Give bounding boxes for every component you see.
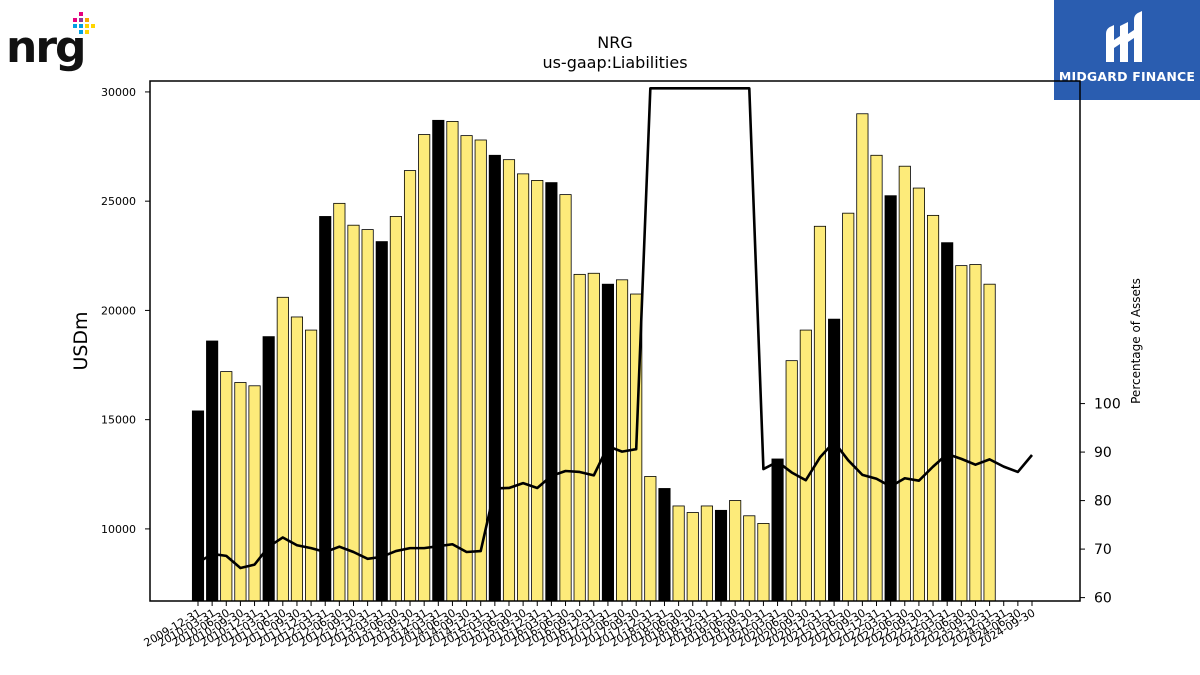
bar-2023-12-31	[983, 283, 996, 602]
nrg-logo: nrg	[4, 8, 104, 72]
bar-2022-06-30	[898, 165, 911, 602]
bar-2022-09-30	[912, 187, 925, 602]
bar-2010-12-31	[248, 385, 261, 602]
bar-2010-03-31	[206, 340, 219, 602]
bar-2015-09-30	[517, 173, 530, 602]
bar-2023-06-30	[955, 265, 968, 602]
bar-2011-03-31	[262, 336, 275, 602]
bar-2011-06-30	[276, 296, 289, 602]
bar-2016-06-30	[559, 194, 572, 602]
plot-frame	[149, 80, 1081, 602]
percent-line-series	[197, 86, 1033, 570]
y2-tick-label: 90	[1094, 445, 1112, 461]
y-axis-label: USDm	[70, 311, 92, 370]
bar-2013-09-30	[403, 170, 417, 602]
bar-2023-09-30	[969, 264, 982, 602]
y2-tick-label: 60	[1094, 591, 1112, 607]
bar-2017-06-30	[616, 279, 629, 602]
bar-2018-09-30	[686, 512, 699, 602]
bar-2019-12-31	[757, 523, 770, 602]
bar-2016-09-30	[573, 273, 586, 602]
bar-2017-12-31	[644, 476, 657, 602]
bar-2022-03-31	[884, 195, 897, 602]
bar-2018-12-31	[700, 505, 713, 602]
bar-2017-03-31	[601, 283, 614, 602]
y-tick-label: 25000	[101, 195, 136, 208]
y2-axis-label: Percentage of Assets	[1129, 278, 1143, 404]
bar-2019-03-31	[714, 509, 728, 602]
bar-2014-06-30	[446, 121, 459, 602]
bar-2020-06-30	[785, 360, 798, 602]
bar-2014-03-31	[432, 119, 445, 602]
bar-2021-03-31	[828, 318, 841, 602]
y2-tick-label: 100	[1094, 397, 1121, 413]
bar-2019-09-30	[743, 515, 756, 602]
y2-tick-label: 70	[1094, 542, 1112, 558]
bar-2015-06-30	[502, 159, 516, 602]
chart-subtitle: us-gaap:Liabilities	[542, 53, 687, 72]
bar-2014-09-30	[460, 135, 473, 602]
bar-2021-09-30	[856, 113, 869, 602]
bar-series	[191, 113, 996, 602]
y-axis-left: 10000 15000 20000 25000 30000	[101, 86, 150, 536]
midgard-mark-icon	[1106, 11, 1142, 62]
bar-2023-03-31	[941, 242, 954, 602]
bar-2010-06-30	[220, 371, 233, 602]
bar-2021-06-30	[842, 212, 855, 602]
y-tick-label: 15000	[101, 414, 136, 427]
bar-2019-06-30	[729, 500, 742, 602]
chart-title: NRG	[597, 33, 632, 52]
bar-2016-03-31	[545, 182, 558, 602]
nrg-sparkle-icon	[73, 12, 95, 34]
bar-2011-12-31	[305, 329, 318, 602]
y2-tick-label: 80	[1094, 494, 1112, 510]
bar-2012-03-31	[319, 216, 332, 602]
percent-of-assets-line	[197, 86, 1033, 570]
bar-2016-12-31	[587, 272, 600, 602]
bar-2012-09-30	[347, 224, 360, 602]
bar-2020-03-31	[771, 458, 784, 602]
bar-2011-09-30	[290, 316, 304, 602]
bar-2013-12-31	[418, 134, 431, 602]
x-axis: 2009-12-312010-03-312010-06-302010-09-30…	[142, 601, 1038, 650]
bar-2009-12-31	[191, 410, 205, 602]
y-axis-right: 60 70 80 90 100	[1080, 397, 1121, 607]
nrg-logo-text: nrg	[6, 22, 87, 73]
bar-2015-03-31	[488, 154, 501, 602]
y-tick-label: 10000	[101, 523, 136, 536]
y-tick-label: 20000	[101, 304, 136, 317]
bar-2012-12-31	[361, 229, 374, 602]
midgard-logo-text: MIDGARD FINANCE	[1058, 69, 1196, 84]
bar-2013-03-31	[375, 241, 388, 602]
bar-2018-03-31	[658, 488, 671, 602]
bar-2013-06-30	[389, 216, 402, 602]
bar-2022-12-31	[927, 214, 940, 602]
bar-2018-06-30	[672, 505, 685, 602]
bar-2021-12-31	[870, 154, 883, 602]
bar-2012-06-30	[333, 202, 346, 602]
bar-2020-09-30	[799, 329, 812, 602]
bar-2020-12-31	[813, 225, 827, 602]
midgard-finance-logo: MIDGARD FINANCE	[1054, 0, 1200, 100]
bar-2015-12-31	[531, 180, 544, 602]
y-tick-label: 30000	[101, 86, 136, 99]
